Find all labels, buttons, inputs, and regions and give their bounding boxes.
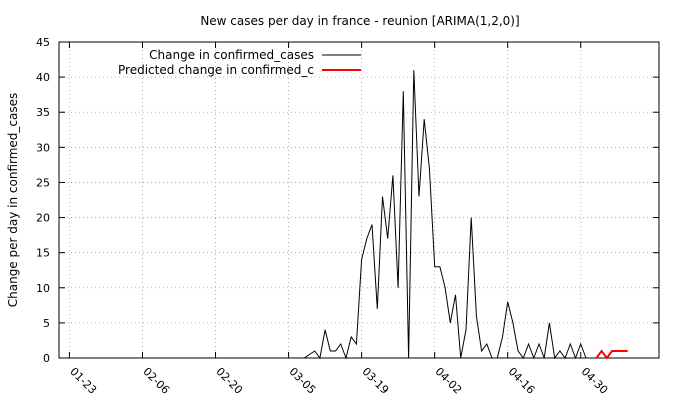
y-tick-label: 0	[43, 352, 50, 365]
x-tick-label: 04-30	[579, 365, 611, 397]
y-tick-label: 10	[36, 282, 50, 295]
y-axis: 0 5 10 15 20 25 30 35 40 45	[36, 36, 659, 365]
y-tick-label: 20	[36, 212, 50, 225]
series-group	[303, 70, 628, 360]
y-tick-label: 35	[36, 106, 50, 119]
y-axis-label: Change per day in confirmed_cases	[6, 93, 20, 308]
x-tick-label: 02-06	[140, 365, 172, 397]
series-line-1	[595, 349, 628, 360]
x-tick-label: 03-19	[359, 365, 391, 397]
plot-frame	[58, 41, 660, 359]
x-tick-label: 04-16	[506, 365, 538, 397]
legend-label-0: Change in confirmed_cases	[149, 48, 314, 62]
legend-label-1: Predicted change in confirmed_c	[118, 63, 314, 77]
y-tick-label: 45	[36, 36, 50, 49]
y-tick-label: 15	[36, 247, 50, 260]
x-tick-label: 02-20	[213, 365, 245, 397]
legend: Change in confirmed_cases Predicted chan…	[118, 48, 361, 77]
chart-title: New cases per day in france - reunion [A…	[200, 14, 519, 28]
series-line-0	[303, 70, 592, 360]
y-tick-label: 30	[36, 141, 50, 154]
x-tick-label: 01-23	[67, 365, 99, 397]
y-tick-label: 5	[43, 317, 50, 330]
x-tick-label: 03-05	[286, 365, 318, 397]
y-tick-label: 40	[36, 71, 50, 84]
y-tick-label: 25	[36, 176, 50, 189]
grid	[59, 42, 659, 358]
x-tick-label: 04-02	[433, 365, 465, 397]
